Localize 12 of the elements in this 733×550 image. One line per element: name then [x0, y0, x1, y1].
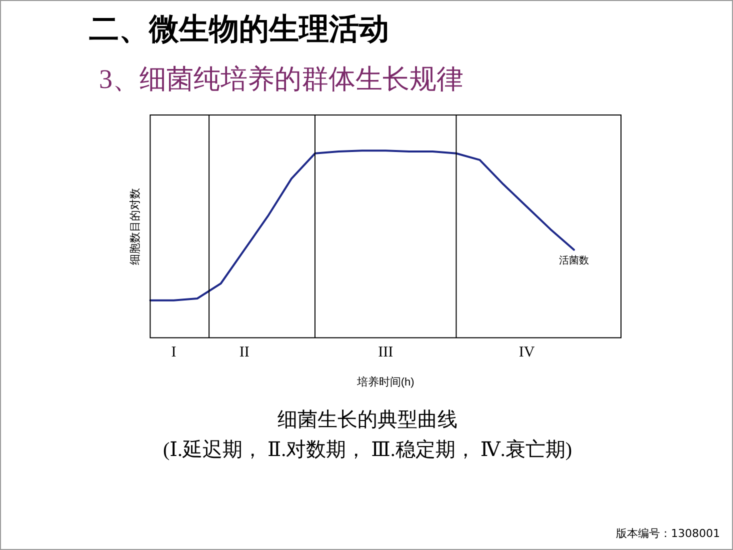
x-tick-label: IV: [518, 344, 535, 361]
y-axis-title: 细胞数目的对数: [128, 188, 142, 265]
text: (Ⅰ.延迟期， Ⅱ.对数期， Ⅲ.稳定期， Ⅳ.衰亡期): [162, 438, 574, 463]
x-tick-label: II: [239, 344, 250, 361]
text: 细菌生长的典型曲线: [276, 408, 458, 433]
chart-subtitle: 3、细菌纯培养的群体生长规律: [99, 63, 464, 96]
chart-title: 二、微生物的生理活动: [89, 11, 389, 49]
annotation: 活菌数: [558, 254, 589, 266]
text: 版本编号：1308001: [616, 526, 720, 541]
x-tick-label: I: [171, 344, 176, 361]
x-axis-title: 培养时间(h): [356, 375, 414, 388]
x-tick-label: III: [378, 344, 394, 361]
